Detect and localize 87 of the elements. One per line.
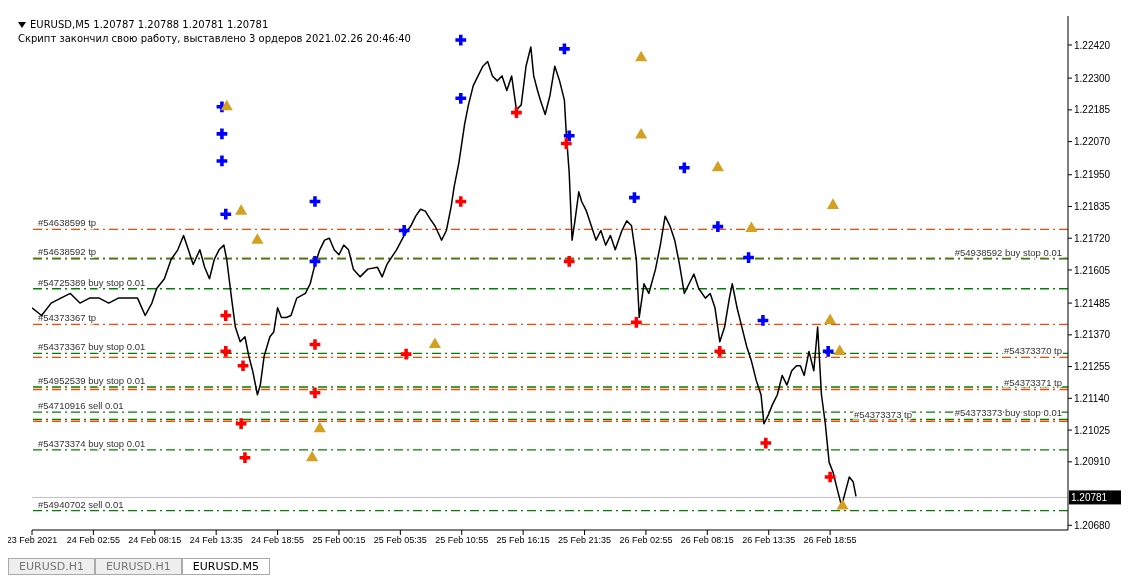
point bbox=[216, 155, 228, 167]
y-tick-label: 1.22185 bbox=[1074, 104, 1111, 116]
point bbox=[216, 128, 228, 140]
ref-line-label: 1.20781 bbox=[1071, 492, 1108, 504]
y-tick-label: 1.21605 bbox=[1074, 264, 1111, 276]
point bbox=[712, 221, 724, 232]
point bbox=[714, 346, 726, 357]
ref-line-label: #54373374 buy stop 0.01 bbox=[38, 437, 146, 449]
point bbox=[306, 450, 319, 462]
point bbox=[563, 256, 575, 267]
point bbox=[455, 34, 467, 46]
text: EURUSD.M5 bbox=[181, 558, 270, 575]
y-tick-label: 1.21835 bbox=[1074, 201, 1111, 213]
point bbox=[309, 387, 321, 399]
x-tick-label: 25 Feb 05:35 bbox=[373, 535, 427, 546]
point bbox=[220, 310, 232, 321]
ref-line-label: #54940702 sell 0.01 bbox=[38, 498, 124, 510]
ref-line-label: #54373367 buy stop 0.01 bbox=[38, 341, 146, 353]
y-tick-label: 1.20910 bbox=[1074, 456, 1111, 468]
point bbox=[826, 198, 840, 209]
point bbox=[398, 225, 410, 236]
y-tick-label: 1.21025 bbox=[1074, 424, 1111, 436]
point bbox=[309, 256, 321, 267]
x-tick-label: 23 Feb 2021 bbox=[6, 535, 58, 546]
point bbox=[711, 160, 724, 172]
text: EURUSD.H1 bbox=[94, 558, 182, 575]
y-tick-label: 1.21720 bbox=[1074, 232, 1111, 244]
point bbox=[455, 92, 467, 104]
point bbox=[235, 204, 248, 215]
point bbox=[760, 437, 772, 449]
ref-line-label: #54725389 buy stop 0.01 bbox=[38, 276, 146, 288]
point bbox=[824, 471, 836, 483]
x-tick-label: 26 Feb 18:55 bbox=[803, 535, 857, 546]
point bbox=[678, 162, 690, 174]
point bbox=[235, 418, 247, 430]
x-tick-label: 25 Feb 00:15 bbox=[312, 535, 366, 546]
y-tick-label: 1.21255 bbox=[1074, 361, 1111, 373]
x-tick-label: 26 Feb 08:15 bbox=[680, 535, 734, 546]
y-tick-label: 1.22420 bbox=[1074, 39, 1111, 51]
ref-line-label: #54710916 sell 0.01 bbox=[38, 400, 124, 412]
point bbox=[635, 127, 648, 139]
x-tick-label: 24 Feb 18:55 bbox=[251, 535, 305, 546]
x-tick-label: 25 Feb 21:35 bbox=[558, 535, 612, 546]
y-tick-label: 1.22070 bbox=[1074, 136, 1111, 148]
point bbox=[428, 337, 441, 349]
point bbox=[220, 208, 232, 220]
text: EURUSD.H1 bbox=[8, 558, 95, 575]
point bbox=[237, 360, 249, 372]
point bbox=[833, 344, 846, 355]
point bbox=[824, 313, 837, 324]
y-tick-label: 1.21485 bbox=[1074, 297, 1111, 309]
point bbox=[455, 196, 467, 207]
point bbox=[220, 346, 232, 357]
ref-line-label: #54373371 tp bbox=[1003, 377, 1062, 389]
point bbox=[239, 452, 251, 464]
point bbox=[559, 43, 570, 55]
point bbox=[309, 196, 321, 207]
text: Скрипт закончил свою работу, выставлено 3 ордеров 2021.02.26 20:46:40 bbox=[18, 32, 411, 46]
point bbox=[822, 346, 834, 357]
x-tick-label: 26 Feb 02:55 bbox=[619, 535, 673, 546]
x-tick-label: 24 Feb 08:15 bbox=[128, 535, 182, 546]
point bbox=[309, 339, 321, 350]
x-tick-label: 25 Feb 10:55 bbox=[435, 535, 489, 546]
x-tick-label: 26 Feb 13:35 bbox=[742, 535, 796, 546]
y-tick-label: 1.20680 bbox=[1074, 519, 1111, 531]
point bbox=[563, 130, 575, 142]
ref-line-label: #54938592 buy stop 0.01 bbox=[954, 246, 1062, 258]
point bbox=[313, 421, 326, 433]
ref-line-label: #54952539 buy stop 0.01 bbox=[38, 375, 146, 387]
x-tick-label: 25 Feb 16:15 bbox=[496, 535, 550, 546]
ref-line-label: #54638592 tp bbox=[38, 246, 97, 258]
point bbox=[635, 50, 648, 62]
ref-line-label: #54373373 buy stop 0.01 bbox=[954, 407, 1062, 419]
ref-line-label: #54373367 tp bbox=[38, 312, 97, 324]
point bbox=[251, 233, 264, 244]
point bbox=[220, 99, 233, 111]
y-tick-label: 1.22300 bbox=[1074, 72, 1111, 84]
point bbox=[757, 315, 769, 326]
x-tick-label: 24 Feb 13:35 bbox=[189, 535, 243, 546]
y-tick-label: 1.21370 bbox=[1074, 329, 1111, 341]
ref-line-label: #54638599 tp bbox=[38, 217, 97, 229]
point bbox=[745, 221, 758, 233]
y-tick-label: 1.21140 bbox=[1074, 392, 1110, 404]
y-tick-label: 1.21950 bbox=[1074, 169, 1111, 181]
x-tick-label: 24 Feb 02:55 bbox=[66, 535, 120, 546]
point bbox=[400, 348, 412, 360]
chart-title: EURUSD,M5 1.20787 1.20788 1.20781 1.20781 bbox=[29, 18, 270, 32]
